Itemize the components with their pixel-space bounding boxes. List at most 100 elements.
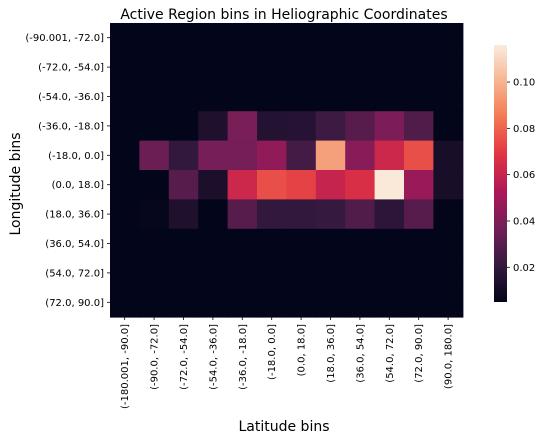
heatmap-cell (110, 81, 140, 112)
heatmap-cell (257, 258, 287, 289)
heatmap-cell (168, 23, 199, 53)
y-tick-label: (18.0, 36.0] (45, 210, 104, 221)
heatmap-cell (315, 170, 346, 200)
x-tick-label: (-18.0, 0.0] (267, 324, 278, 380)
heatmap-cell (139, 228, 170, 259)
heatmap-cell (345, 258, 376, 289)
colorbar-ticks: 0.02 0.04 0.06 0.08 0.10 (507, 78, 535, 274)
heatmap-cell (286, 81, 317, 112)
heatmap-cell (286, 228, 317, 259)
heatmap-cell (227, 52, 258, 83)
heatmap-cell (139, 81, 170, 112)
heatmap-cell (227, 170, 258, 200)
heatmap-cells (110, 23, 464, 318)
heatmap-cell (168, 52, 199, 83)
heatmap-cell (315, 111, 346, 142)
x-tick-label: (-54.0, -36.0] (208, 324, 219, 390)
heatmap-cell (286, 258, 317, 289)
heatmap-cell (404, 23, 434, 53)
y-tick-label: (54.0, 72.0] (45, 268, 104, 279)
heatmap-cell (433, 199, 464, 230)
y-axis-label: Longitude bins (8, 132, 24, 235)
heatmap-cell (433, 52, 464, 83)
heatmap-cell (168, 228, 199, 259)
heatmap-cell (345, 52, 376, 83)
heatmap-cell (433, 287, 464, 318)
heatmap-cell (139, 140, 170, 171)
heatmap-cell (404, 258, 434, 289)
heatmap-cell (433, 228, 464, 259)
y-tick-label: (-18.0, 0.0] (48, 151, 104, 162)
heatmap-cell (374, 23, 405, 53)
heatmap-cell (198, 23, 229, 53)
heatmap-cell (286, 199, 317, 230)
heatmap-cell (433, 170, 464, 200)
heatmap-cell (345, 228, 376, 259)
heatmap-cell (198, 287, 229, 318)
heatmap-cell (374, 170, 405, 200)
heatmap-cell (315, 199, 346, 230)
heatmap-cell (315, 287, 346, 318)
heatmap-cell (139, 23, 170, 53)
colorbar-tick-label: 0.06 (513, 170, 535, 181)
heatmap-cell (374, 258, 405, 289)
heatmap-cell (198, 170, 229, 200)
heatmap-cell (110, 52, 140, 83)
heatmap-cell (110, 199, 140, 230)
heatmap-cell (139, 258, 170, 289)
heatmap-cell (198, 111, 229, 142)
heatmap-cell (198, 258, 229, 289)
heatmap-cell (374, 228, 405, 259)
heatmap-cell (198, 199, 229, 230)
y-tick-label: (72.0, 90.0] (45, 298, 104, 309)
heatmap-cell (139, 287, 170, 318)
heatmap-cell (286, 23, 317, 53)
heatmap-cell (110, 140, 140, 171)
heatmap-cell (315, 140, 346, 171)
heatmap-cell (257, 140, 287, 171)
heatmap-cell (168, 258, 199, 289)
x-tick-label: (90.0, 180.0] (444, 324, 455, 389)
heatmap-cell (168, 287, 199, 318)
chart-title: Active Region bins in Heliographic Coord… (120, 7, 447, 23)
heatmap-cell (257, 199, 287, 230)
colorbar-tick-label: 0.10 (513, 78, 535, 89)
x-tick-label: (-180.001, -90.0] (120, 324, 131, 409)
heatmap-cell (315, 228, 346, 259)
x-axis-label: Latitude bins (238, 419, 329, 435)
heatmap-cell (315, 23, 346, 53)
heatmap-cell (227, 111, 258, 142)
heatmap-cell (345, 81, 376, 112)
heatmap-cell (168, 81, 199, 112)
colorbar-tick-label: 0.04 (513, 216, 535, 227)
x-tick-label: (-72.0, -54.0] (179, 324, 190, 390)
heatmap-cell (257, 81, 287, 112)
heatmap-cell (110, 111, 140, 142)
heatmap-cell (168, 199, 199, 230)
y-tick-label: (-90.001, -72.0] (25, 33, 104, 44)
heatmap-cell (374, 111, 405, 142)
heatmap-cell (433, 140, 464, 171)
heatmap-cell (404, 140, 434, 171)
x-tick-label: (18.0, 36.0] (326, 324, 337, 383)
heatmap-cell (110, 258, 140, 289)
heatmap-cell (139, 170, 170, 200)
heatmap-cell (433, 111, 464, 142)
x-tick-label: (54.0, 72.0] (385, 324, 396, 383)
heatmap-cell (227, 81, 258, 112)
heatmap-cell (168, 111, 199, 142)
heatmap-cell (315, 52, 346, 83)
colorbar-tick-label: 0.02 (513, 263, 535, 274)
heatmap-cell (404, 111, 434, 142)
heatmap-cell (110, 170, 140, 200)
y-tick-label: (36.0, 54.0] (45, 239, 104, 250)
heatmap-cell (345, 199, 376, 230)
heatmap-cell (257, 23, 287, 53)
x-tick-label: (-36.0, -18.0] (238, 324, 249, 390)
y-tick-label: (-36.0, -18.0] (38, 121, 104, 132)
heatmap-cell (198, 81, 229, 112)
heatmap-cell (404, 228, 434, 259)
heatmap-cell (404, 170, 434, 200)
heatmap-cell (110, 23, 140, 53)
heatmap-cell (168, 140, 199, 171)
